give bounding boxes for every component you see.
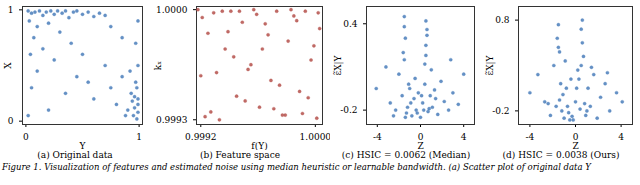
svg-text:4: 4	[461, 132, 467, 142]
svg-text:0: 0	[23, 132, 29, 142]
html-text:(d) HSIC = 0.0038 (Ours): (d) HSIC = 0.0038 (Ours)	[502, 150, 620, 160]
svg-text:f(Y): f(Y)	[251, 141, 267, 151]
svg-text:kₓ: kₓ	[153, 61, 163, 70]
html-text:(b) Feature space: (b) Feature space	[199, 150, 280, 160]
html-text:Figure 1. Visualization of fea: Figure 1. Visualization of features and …	[2, 162, 591, 172]
svg-text:-0.2: -0.2	[492, 106, 509, 116]
html-text:(a) Original data: (a) Original data	[37, 150, 113, 160]
svg-text:0: 0	[8, 116, 14, 126]
svg-text:1.0000: 1.0000	[300, 132, 330, 142]
svg-text:Y: Y	[79, 141, 87, 151]
svg-text:0: 0	[572, 131, 579, 142]
svg-text:1: 1	[8, 5, 14, 15]
svg-text:0.4: 0.4	[343, 19, 358, 29]
html-text:(c) HSIC = 0.0062 (Median): (c) HSIC = 0.0062 (Median)	[341, 150, 471, 160]
svg-text:-4: -4	[526, 132, 535, 142]
svg-text:-4: -4	[373, 132, 382, 142]
svg-text:0.9993: 0.9993	[156, 115, 188, 125]
svg-text:4: 4	[618, 132, 624, 142]
svg-text:0.9992: 0.9992	[185, 132, 217, 142]
svg-text:0: 0	[417, 131, 424, 142]
svg-text:ε̃X|Y: ε̃X|Y	[333, 54, 344, 75]
svg-text:-0.2: -0.2	[340, 105, 357, 115]
svg-text:0.8: 0.8	[495, 15, 510, 25]
svg-text:X: X	[3, 62, 13, 69]
svg-text:Z: Z	[417, 141, 423, 151]
svg-text:ε̃X|Y: ε̃X|Y	[485, 54, 496, 75]
svg-text:1.0000: 1.0000	[156, 5, 188, 15]
svg-text:1: 1	[136, 132, 142, 142]
svg-text:Z: Z	[572, 141, 578, 151]
